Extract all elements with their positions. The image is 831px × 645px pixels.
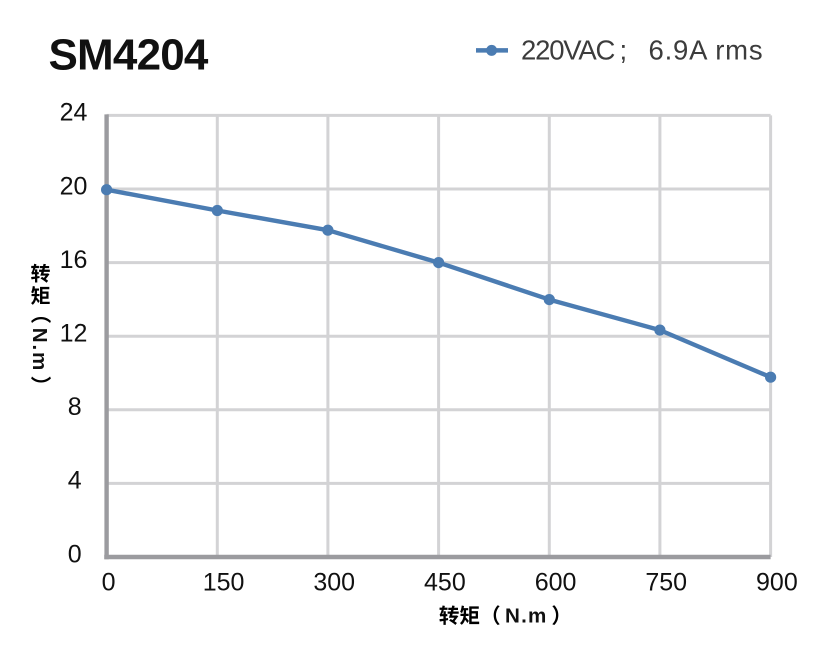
svg-text:20: 20 [60,172,88,200]
svg-text:8: 8 [68,393,82,421]
svg-text:6.9A rms: 6.9A rms [649,35,764,66]
svg-text:220VAC: 220VAC [521,35,615,66]
svg-text:450: 450 [424,569,466,597]
svg-text:0: 0 [102,569,116,597]
svg-text:300: 300 [313,569,355,597]
svg-text:16: 16 [60,246,88,274]
svg-text:N.m: N.m [505,605,548,628]
svg-text:24: 24 [60,99,88,127]
svg-text:4: 4 [68,467,82,495]
svg-text:900: 900 [756,569,798,597]
svg-text:12: 12 [60,320,88,348]
svg-text:750: 750 [645,569,687,597]
svg-text:600: 600 [535,569,577,597]
svg-text:N.m: N.m [28,328,51,372]
svg-text:0: 0 [68,540,82,568]
svg-text:;: ; [620,35,628,66]
svg-text:150: 150 [203,569,245,597]
svg-text:SM4204: SM4204 [49,30,209,79]
